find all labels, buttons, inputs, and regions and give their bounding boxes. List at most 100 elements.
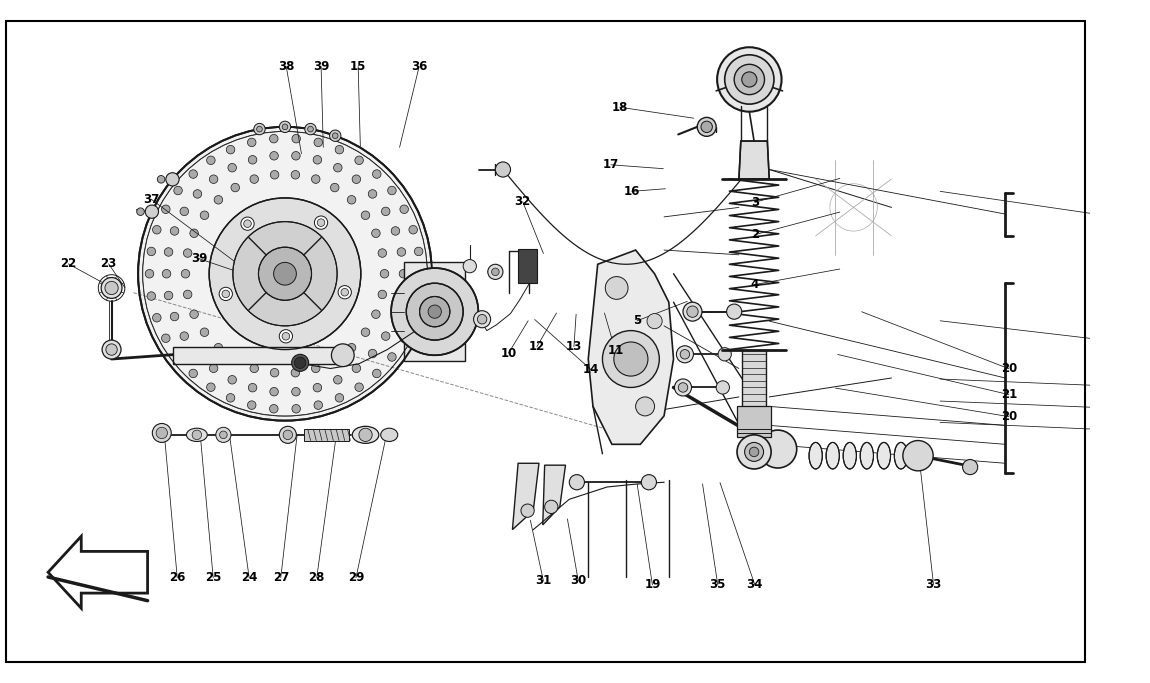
Circle shape: [474, 311, 491, 328]
Circle shape: [282, 124, 288, 130]
Circle shape: [189, 170, 198, 178]
Circle shape: [331, 344, 354, 367]
Circle shape: [101, 277, 122, 298]
Circle shape: [137, 208, 144, 215]
Circle shape: [166, 173, 179, 186]
Circle shape: [521, 504, 535, 517]
Circle shape: [254, 124, 266, 135]
Polygon shape: [48, 536, 147, 609]
Circle shape: [248, 156, 256, 164]
Text: 25: 25: [205, 571, 222, 584]
Circle shape: [737, 435, 772, 469]
Circle shape: [231, 356, 239, 364]
Circle shape: [414, 292, 423, 301]
Circle shape: [170, 227, 178, 235]
Circle shape: [340, 288, 348, 296]
Text: 32: 32: [514, 195, 531, 208]
Circle shape: [270, 152, 278, 160]
Circle shape: [314, 401, 322, 409]
Circle shape: [409, 313, 417, 322]
Text: 19: 19: [644, 579, 660, 591]
Circle shape: [414, 247, 423, 255]
Circle shape: [636, 397, 654, 416]
Text: 22: 22: [60, 257, 76, 270]
Circle shape: [496, 162, 511, 177]
Polygon shape: [543, 465, 566, 525]
Circle shape: [247, 138, 256, 147]
Ellipse shape: [186, 428, 207, 441]
Circle shape: [207, 383, 215, 391]
Circle shape: [391, 268, 478, 355]
Polygon shape: [405, 262, 465, 361]
Polygon shape: [739, 141, 769, 179]
Circle shape: [352, 364, 361, 372]
Circle shape: [158, 176, 164, 183]
Circle shape: [687, 306, 698, 318]
Circle shape: [330, 183, 339, 192]
Circle shape: [382, 207, 390, 216]
Text: 36: 36: [411, 60, 428, 73]
Circle shape: [312, 364, 320, 373]
Circle shape: [697, 117, 716, 137]
Circle shape: [164, 248, 172, 256]
Circle shape: [718, 47, 782, 112]
Text: 10: 10: [500, 347, 516, 360]
Ellipse shape: [826, 443, 840, 469]
Circle shape: [397, 248, 406, 256]
Circle shape: [308, 126, 313, 132]
Circle shape: [190, 229, 198, 238]
Circle shape: [183, 290, 192, 298]
Circle shape: [190, 310, 198, 318]
Polygon shape: [519, 249, 537, 283]
Circle shape: [428, 305, 442, 318]
Text: 38: 38: [278, 60, 294, 73]
Circle shape: [247, 401, 256, 409]
Circle shape: [491, 268, 499, 276]
Circle shape: [181, 332, 189, 340]
Circle shape: [174, 352, 183, 361]
Circle shape: [270, 368, 278, 377]
Circle shape: [153, 225, 161, 234]
Circle shape: [400, 334, 408, 342]
Circle shape: [724, 55, 774, 104]
Circle shape: [232, 221, 337, 326]
Text: 39: 39: [313, 60, 329, 73]
Circle shape: [373, 370, 381, 378]
Circle shape: [193, 349, 201, 358]
Text: 4: 4: [751, 278, 759, 291]
Circle shape: [282, 333, 290, 340]
Circle shape: [744, 443, 764, 462]
Circle shape: [145, 270, 154, 278]
Circle shape: [603, 331, 659, 387]
Circle shape: [291, 171, 300, 179]
Circle shape: [361, 211, 370, 219]
Circle shape: [355, 156, 363, 165]
Circle shape: [162, 270, 171, 278]
Circle shape: [259, 247, 312, 301]
Circle shape: [181, 207, 189, 216]
Circle shape: [248, 383, 256, 392]
Circle shape: [279, 121, 291, 133]
Circle shape: [283, 430, 292, 440]
Circle shape: [147, 292, 155, 301]
Text: 20: 20: [1000, 362, 1017, 375]
Circle shape: [314, 216, 328, 229]
Text: 23: 23: [100, 257, 116, 270]
Circle shape: [138, 127, 432, 421]
Circle shape: [240, 217, 254, 230]
Circle shape: [381, 270, 389, 278]
Circle shape: [332, 133, 338, 139]
Circle shape: [174, 186, 183, 195]
Circle shape: [330, 356, 339, 364]
Ellipse shape: [895, 443, 907, 469]
Text: 11: 11: [607, 344, 623, 357]
Circle shape: [678, 382, 688, 392]
Circle shape: [382, 332, 390, 340]
Circle shape: [569, 475, 584, 490]
Circle shape: [347, 195, 355, 204]
Polygon shape: [589, 250, 674, 445]
Text: 27: 27: [273, 571, 289, 584]
Circle shape: [347, 344, 355, 352]
Circle shape: [250, 364, 259, 373]
Polygon shape: [742, 350, 766, 426]
